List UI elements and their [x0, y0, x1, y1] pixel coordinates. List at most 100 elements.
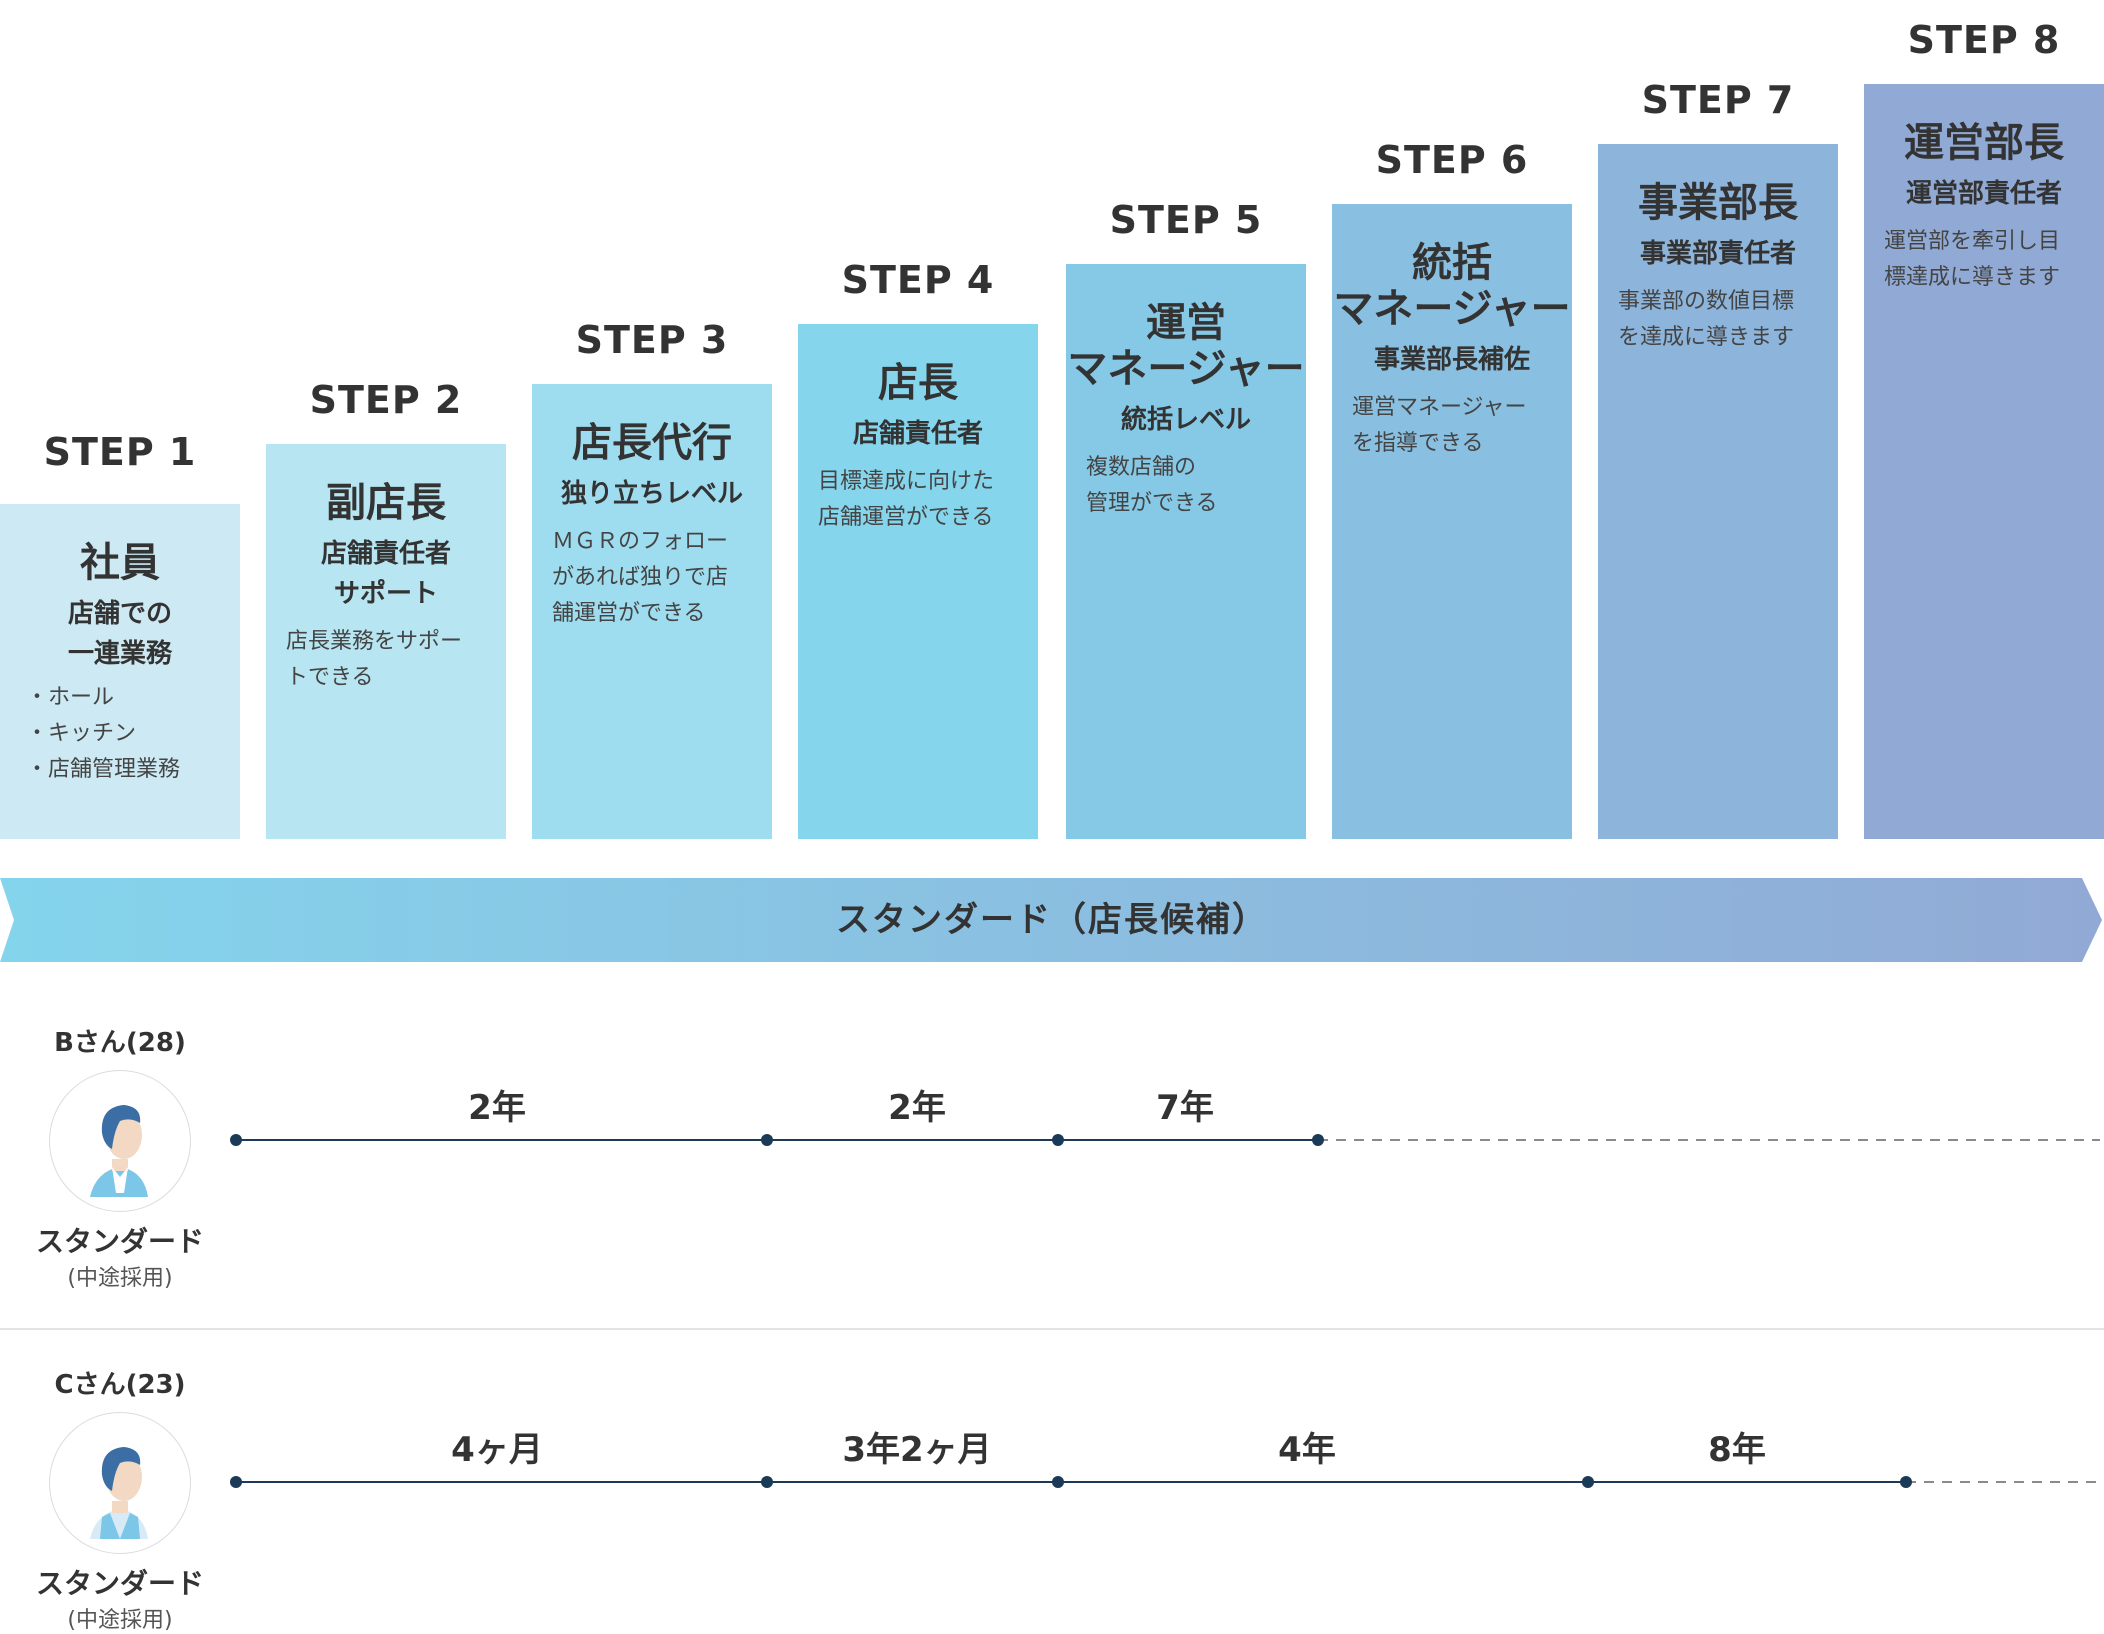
step-7-desc-line: 事業部の数値目標 [1618, 289, 1795, 314]
timeline-b-segment-1: 2年 [468, 1088, 526, 1128]
step-2-box: 副店長 店舗責任者 サポート 店長業務をサポー トできる [266, 444, 506, 839]
step-8-desc-line: 標達成に導きます [1884, 265, 2061, 290]
person-b-sub: (中途採用) [67, 1266, 173, 1291]
timeline-node [1052, 1476, 1064, 1488]
step-6-subtitle-line: 事業部長補佐 [1373, 345, 1530, 375]
timeline-c-segment-1: 4ヶ月 [451, 1430, 543, 1470]
standard-track-ribbon [0, 878, 2102, 962]
step-8-label: STEP 8 [1907, 18, 2061, 62]
step-2-subtitle-line: 店舗責任者 [320, 539, 451, 569]
step-1-label: STEP 1 [43, 430, 197, 474]
step-5-box: 運営 マネージャー 統括レベル 複数店舗の 管理ができる [1066, 264, 1306, 839]
step-6-title-line: マネージャー [1333, 286, 1571, 332]
person-b-name: Bさん(28) [54, 1028, 186, 1058]
step-2-desc-line: トできる [286, 665, 374, 690]
person-c-type: スタンダード [35, 1567, 204, 1600]
step-4-label: STEP 4 [841, 258, 995, 302]
timeline-node [761, 1476, 773, 1488]
step-3-subtitle-line: 独り立ちレベル [560, 479, 743, 509]
step-5-subtitle: 統括レベル [1066, 400, 1306, 440]
step-6-desc-line: 運営マネージャー [1352, 395, 1527, 420]
person-b-avatar [49, 1070, 191, 1212]
timeline-node [230, 1476, 242, 1488]
timeline-c-segment-2: 3年2ヶ月 [842, 1430, 992, 1470]
step-7-desc: 事業部の数値目標 を達成に導きます [1598, 284, 1838, 356]
step-1-box: 社員 店舗での 一連業務 ホール キッチン 店舗管理業務 [0, 504, 240, 839]
step-5-desc-line: 複数店舗の [1086, 455, 1197, 480]
step-3-desc: ＭＧＲのフォロー があれば独りで店 舗運営ができる [532, 524, 772, 632]
step-5-desc: 複数店舗の 管理ができる [1066, 450, 1306, 522]
step-2-subtitle-line: サポート [333, 579, 438, 609]
step-1-bullets: ホール キッチン 店舗管理業務 [0, 680, 240, 788]
step-6-desc-line: を指導できる [1352, 431, 1484, 456]
timeline-node [761, 1134, 773, 1146]
step-4-desc-line: 目標達成に向けた [818, 469, 995, 494]
step-7-box: 事業部長 事業部責任者 事業部の数値目標 を達成に導きます [1598, 144, 1838, 839]
step-3-box: 店長代行 独り立ちレベル ＭＧＲのフォロー があれば独りで店 舗運営ができる [532, 384, 772, 839]
timeline-c-segment-4: 8年 [1708, 1430, 1766, 1470]
step-2-desc-line: 店長業務をサポー [286, 629, 463, 654]
person-icon [90, 1447, 148, 1539]
step-2-label: STEP 2 [309, 378, 463, 422]
timeline-node [1900, 1476, 1912, 1488]
timeline-c [230, 1476, 2100, 1488]
step-3-subtitle: 独り立ちレベル [532, 474, 772, 514]
step-1-subtitle-line: 店舗での [67, 599, 172, 629]
step-4-desc: 目標達成に向けた 店舗運営ができる [798, 464, 1038, 536]
step-8-desc-line: 運営部を牽引し目 [1884, 229, 2061, 254]
step-8-subtitle-line: 運営部責任者 [1905, 179, 2062, 209]
step-6-label: STEP 6 [1375, 138, 1529, 182]
ribbon-shape [0, 878, 2102, 962]
step-1-subtitle: 店舗での 一連業務 [0, 594, 240, 674]
step-7-label: STEP 7 [1641, 78, 1795, 122]
person-b-type: スタンダード [35, 1225, 204, 1258]
step-1-title: 社員 [80, 540, 160, 586]
step-3-label: STEP 3 [575, 318, 729, 362]
step-4-box: 店長 店舗責任者 目標達成に向けた 店舗運営ができる [798, 324, 1038, 839]
person-c-avatar [49, 1412, 191, 1554]
timeline-b-segment-2: 2年 [888, 1088, 946, 1128]
step-2-desc: 店長業務をサポー トできる [266, 624, 506, 696]
bullet-item: ホール [26, 680, 240, 716]
step-4-desc-line: 店舗運営ができる [818, 505, 994, 530]
timeline-node [1052, 1134, 1064, 1146]
step-7-title: 事業部長 [1638, 180, 1798, 226]
timeline-b-segment-3: 7年 [1156, 1088, 1214, 1128]
step-4-subtitle: 店舗責任者 [798, 414, 1038, 454]
step-4-title: 店長 [878, 360, 958, 406]
step-6-title-line: 統括 [1412, 240, 1492, 286]
step-3-title: 店長代行 [572, 420, 732, 466]
step-8-subtitle: 運営部責任者 [1864, 174, 2104, 214]
bullet-item: 店舗管理業務 [26, 752, 240, 788]
step-3-desc-line: ＭＧＲのフォロー [552, 529, 729, 554]
step-7-desc-line: を達成に導きます [1618, 325, 1795, 350]
step-6-box: 統括 マネージャー 事業部長補佐 運営マネージャー を指導できる [1332, 204, 1572, 839]
step-8-desc: 運営部を牽引し目 標達成に導きます [1864, 224, 2104, 296]
step-7-subtitle: 事業部責任者 [1598, 234, 1838, 274]
timeline-node [1312, 1134, 1324, 1146]
step-5-title-line: 運営 [1146, 300, 1226, 346]
section-divider [0, 1328, 2104, 1330]
step-5-desc-line: 管理ができる [1086, 491, 1218, 516]
person-icon [90, 1105, 148, 1197]
step-4-subtitle-line: 店舗責任者 [852, 419, 983, 449]
step-8-title: 運営部長 [1904, 120, 2064, 166]
person-c-name: Cさん(23) [54, 1370, 186, 1400]
step-8-box: 運営部長 運営部責任者 運営部を牽引し目 標達成に導きます [1864, 84, 2104, 839]
step-5-subtitle-line: 統括レベル [1120, 405, 1251, 435]
step-2-subtitle: 店舗責任者 サポート [266, 534, 506, 614]
step-3-desc-line: があれば独りで店 [552, 565, 729, 590]
step-6-desc: 運営マネージャー を指導できる [1332, 390, 1572, 462]
step-3-desc-line: 舗運営ができる [552, 601, 706, 626]
step-5-title: 運営 マネージャー [1066, 300, 1306, 392]
step-6-title: 統括 マネージャー [1332, 240, 1572, 332]
step-5-label: STEP 5 [1109, 198, 1263, 242]
step-6-subtitle: 事業部長補佐 [1332, 340, 1572, 380]
person-c-sub: (中途採用) [67, 1608, 173, 1633]
timeline-node [230, 1134, 242, 1146]
step-7-subtitle-line: 事業部責任者 [1639, 239, 1796, 269]
timeline-c-segment-3: 4年 [1278, 1430, 1336, 1470]
step-2-title: 副店長 [326, 480, 446, 526]
step-1-subtitle-line: 一連業務 [67, 639, 172, 669]
step-5-title-line: マネージャー [1067, 346, 1305, 392]
